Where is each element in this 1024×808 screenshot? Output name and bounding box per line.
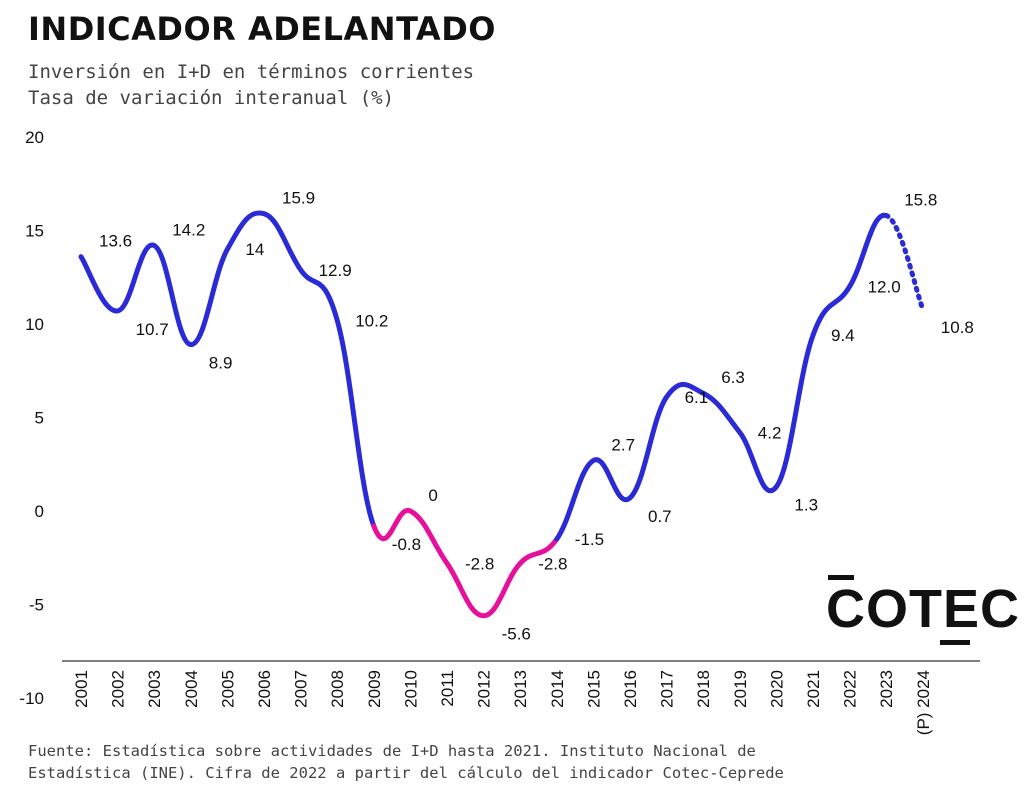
y-tick-label: -10: [19, 689, 44, 708]
data-label: 10.2: [355, 311, 388, 330]
data-label: 10.7: [136, 320, 169, 339]
x-tick-label: 2003: [145, 670, 164, 708]
data-label: 1.3: [794, 496, 818, 515]
data-label: 8.9: [209, 354, 233, 373]
data-label: -5.6: [502, 625, 531, 644]
data-label: 4.2: [758, 423, 782, 442]
x-tick-label: 2008: [328, 670, 347, 708]
cotec-logo: COTEC: [826, 575, 1020, 645]
x-tick-label: 2017: [658, 670, 677, 708]
data-label: 15.8: [904, 191, 937, 210]
logo-bar-bottom: [940, 640, 970, 645]
data-label: 14.2: [172, 220, 205, 239]
x-tick-label: 2023: [877, 670, 896, 708]
x-tick-label: 2014: [548, 670, 567, 708]
x-tick-label: 2009: [365, 670, 384, 708]
x-tick-label: 2019: [731, 670, 750, 708]
data-label: 0.7: [648, 507, 672, 526]
x-tick-label: 2004: [182, 670, 201, 708]
x-tick-label: (P) 2024: [914, 670, 933, 735]
x-tick-label: 2002: [109, 670, 128, 708]
series-line-projection-segment: [883, 213, 926, 312]
series-line-crisis-segment: [371, 508, 560, 619]
x-tick-label: 2001: [72, 670, 91, 708]
logo-bar-top: [828, 575, 854, 580]
data-label: 12.9: [319, 261, 352, 280]
data-label: 9.4: [831, 326, 855, 345]
data-label: 6.1: [685, 388, 709, 407]
x-tick-label: 2013: [511, 670, 530, 708]
y-tick-label: 20: [25, 128, 44, 147]
x-tick-label: 2015: [584, 670, 603, 708]
data-label: -0.8: [392, 535, 421, 554]
y-tick-label: 15: [25, 222, 44, 241]
data-label: 6.3: [721, 368, 745, 387]
data-label: 2.7: [611, 436, 635, 455]
x-tick-label: 2016: [621, 670, 640, 708]
y-tick-label: -5: [29, 596, 44, 615]
source-note-line1: Fuente: Estadística sobre actividades de…: [28, 742, 756, 760]
data-label: 0: [428, 486, 437, 505]
x-tick-label: 2007: [292, 670, 311, 708]
source-note-line2: Estadística (INE). Cifra de 2022 a parti…: [28, 764, 784, 782]
x-tick-label: 2005: [218, 670, 237, 708]
y-tick-label: 5: [35, 409, 44, 428]
x-tick-label: 2021: [804, 670, 823, 708]
data-label: -1.5: [575, 530, 604, 549]
y-tick-label: 0: [35, 502, 44, 521]
x-tick-label: 2020: [767, 670, 786, 708]
series-line-segment: [554, 213, 889, 542]
chart-title: INDICADOR ADELANTADO: [28, 10, 496, 48]
data-label: 15.9: [282, 189, 315, 208]
x-tick-label: 2012: [475, 670, 494, 708]
x-tick-label: 2006: [255, 670, 274, 708]
x-tick-label: 2018: [694, 670, 713, 708]
chart-subtitle-line1: Inversión en I+D en términos corrientes: [28, 61, 475, 83]
y-tick-label: 10: [25, 315, 44, 334]
series-line-segment: [78, 210, 377, 529]
data-label: 13.6: [99, 232, 132, 251]
data-label: -2.8: [538, 554, 567, 573]
data-label: -2.8: [465, 554, 494, 573]
x-tick-label: 2010: [401, 670, 420, 708]
data-label: 10.8: [941, 318, 974, 337]
x-tick-label: 2011: [438, 670, 457, 707]
x-tick-label: 2022: [841, 670, 860, 708]
data-label: 12.0: [868, 278, 901, 297]
data-label: 14: [245, 240, 264, 259]
cotec-logo-text: COTEC: [826, 579, 1020, 639]
chart-subtitle-line2: Tasa de variación interanual (%): [28, 87, 395, 109]
